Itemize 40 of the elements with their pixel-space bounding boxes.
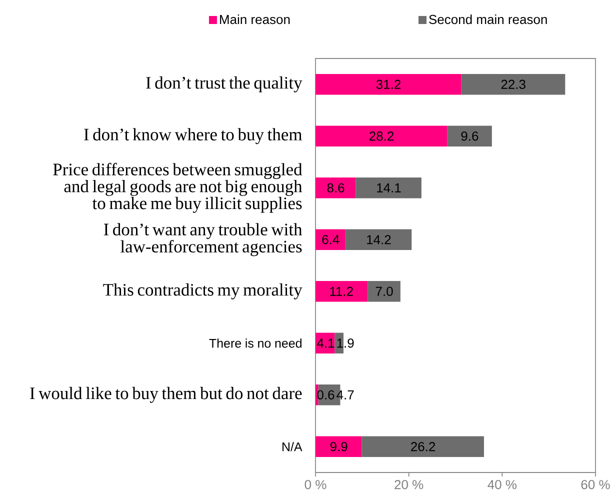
bar (316, 178, 356, 198)
bar (345, 229, 412, 250)
bar (316, 74, 462, 95)
bar (368, 281, 400, 302)
x-tick-label: 40 % (488, 480, 517, 490)
x-tick-label: 20 % (394, 480, 424, 490)
legend-label: Main reason (220, 14, 290, 24)
legend-label: Second main reason (429, 14, 547, 24)
x-tick-label: 0 % (304, 480, 326, 490)
data-label: 11.2 (330, 286, 353, 296)
y-tick-label: I would like to buy them but do not dare (30, 386, 302, 403)
bar (316, 436, 362, 457)
bar (356, 178, 422, 198)
y-tick-label: This contradicts my morality (103, 283, 302, 300)
data-label: 9.9 (330, 442, 348, 452)
data-label: 14.2 (367, 235, 391, 244)
x-tick-label: 60 % (581, 480, 610, 490)
bar (316, 384, 318, 406)
bar (362, 436, 484, 457)
y-tick-label: I don’t want any trouble with law-enforcement agencies (104, 223, 302, 256)
data-label: 14.1 (377, 183, 401, 192)
data-label: 4.1 (317, 338, 334, 348)
bar (316, 229, 346, 250)
data-label: 22.3 (501, 80, 526, 89)
data-label: 31.2 (376, 80, 401, 89)
data-label: 6.4 (322, 235, 340, 244)
y-tick-label: I don’t know where to buy them (84, 128, 302, 144)
bar (316, 126, 448, 146)
bar (447, 126, 492, 146)
y-tick-label: Price differences between smuggled and legal goods are not big enough to make me buy illicit supplies (53, 162, 302, 213)
y-tick-label: N/A (282, 442, 302, 452)
data-label: 26.2 (411, 442, 436, 452)
y-tick-label: I don’t trust the quality (146, 76, 302, 92)
data-label: 7.0 (376, 286, 393, 296)
bar (461, 74, 566, 95)
bar (316, 281, 368, 302)
data-label: 9.6 (461, 132, 478, 141)
data-label: 28.2 (370, 132, 394, 141)
data-label: 8.6 (327, 183, 344, 192)
y-tick-label: There is no need (209, 338, 302, 348)
